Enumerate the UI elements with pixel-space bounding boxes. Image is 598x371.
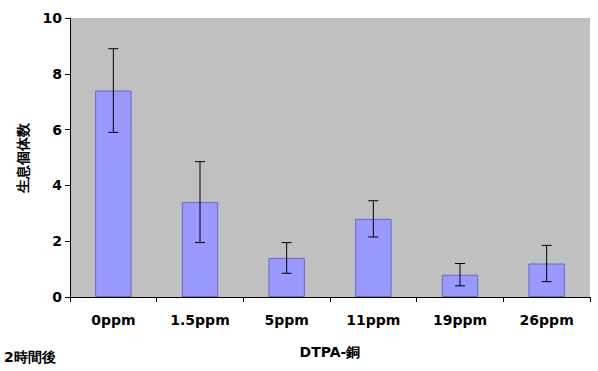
- svg-text:10: 10: [43, 10, 63, 26]
- svg-text:6: 6: [52, 122, 62, 138]
- svg-text:1.5ppm: 1.5ppm: [170, 312, 229, 328]
- svg-text:生息個体数: 生息個体数: [15, 122, 31, 194]
- svg-text:26ppm: 26ppm: [520, 312, 574, 328]
- svg-text:5ppm: 5ppm: [264, 312, 308, 328]
- svg-text:11ppm: 11ppm: [346, 312, 400, 328]
- svg-text:DTPA-銅: DTPA-銅: [300, 344, 361, 360]
- svg-text:2: 2: [52, 233, 62, 249]
- svg-text:2時間後: 2時間後: [4, 349, 56, 365]
- svg-text:4: 4: [52, 177, 62, 193]
- svg-text:8: 8: [52, 66, 62, 82]
- svg-text:19ppm: 19ppm: [433, 312, 487, 328]
- svg-text:0: 0: [52, 289, 62, 305]
- svg-text:0ppm: 0ppm: [91, 312, 135, 328]
